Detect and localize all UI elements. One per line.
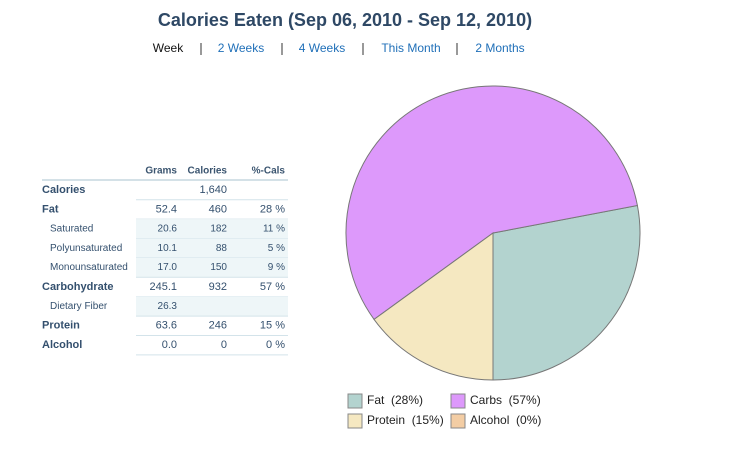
row-label: Fat — [42, 203, 59, 215]
cell-grams: 17.0 — [158, 262, 178, 273]
legend-label: Alcohol (0%) — [470, 413, 541, 427]
cell-pct: 11 % — [263, 223, 285, 234]
row-label: Polyunsaturated — [50, 243, 122, 254]
cell-pct: 28 % — [260, 203, 285, 215]
row-label: Dietary Fiber — [50, 301, 108, 312]
cell-calories: 182 — [210, 223, 227, 234]
cell-pct: 0 % — [266, 339, 285, 351]
table-header: Grams — [145, 166, 177, 177]
cell-grams: 26.3 — [158, 301, 178, 312]
cell-calories: 932 — [209, 281, 227, 293]
legend-swatch — [450, 413, 466, 429]
cell-shade — [136, 238, 288, 258]
legend-swatch — [347, 413, 363, 429]
row-label: Saturated — [50, 223, 93, 234]
cell-calories: 88 — [216, 243, 228, 254]
legend-label: Fat (28%) — [367, 393, 423, 407]
cell-calories: 1,640 — [199, 184, 227, 196]
cell-shade — [136, 257, 288, 278]
legend-label: Carbs (57%) — [470, 393, 541, 407]
cell-grams: 10.1 — [158, 243, 178, 254]
cell-grams: 52.4 — [156, 203, 177, 215]
table-header: %-Cals — [252, 166, 286, 177]
nav-link[interactable]: 4 Weeks — [299, 41, 345, 55]
nav-link[interactable]: This Month — [381, 41, 440, 55]
cell-shade — [136, 296, 288, 317]
cell-pct: 15 % — [260, 320, 285, 332]
pie-slice — [345, 85, 638, 321]
legend-swatch — [347, 393, 363, 409]
row-label: Protein — [42, 320, 80, 332]
nav-current: Week — [153, 41, 184, 55]
row-label: Carbohydrate — [42, 281, 114, 293]
page-title: Calories Eaten (Sep 06, 2010 - Sep 12, 2… — [158, 10, 532, 30]
row-label: Monounsaturated — [50, 262, 128, 273]
legend-label: Protein (15%) — [367, 413, 444, 427]
cell-calories: 0 — [221, 339, 227, 351]
cell-pct: 57 % — [260, 281, 285, 293]
cell-shade — [136, 219, 288, 239]
cell-grams: 0.0 — [162, 339, 177, 351]
row-label: Alcohol — [42, 339, 82, 351]
cell-grams: 245.1 — [149, 281, 177, 293]
pie-slice — [373, 232, 494, 381]
legend-swatch — [450, 393, 466, 409]
pie-slice — [492, 204, 641, 381]
row-label: Calories — [42, 184, 85, 196]
cell-grams: 63.6 — [156, 320, 177, 332]
nav-link[interactable]: 2 Months — [475, 41, 524, 55]
cell-pct: 9 % — [268, 262, 285, 273]
cell-pct: 5 % — [268, 243, 285, 254]
nav-link[interactable]: 2 Weeks — [218, 41, 264, 55]
cell-calories: 246 — [209, 320, 227, 332]
cell-calories: 460 — [209, 203, 227, 215]
cell-calories: 150 — [210, 262, 227, 273]
cell-grams: 20.6 — [158, 223, 178, 234]
table-header: Calories — [188, 166, 228, 177]
